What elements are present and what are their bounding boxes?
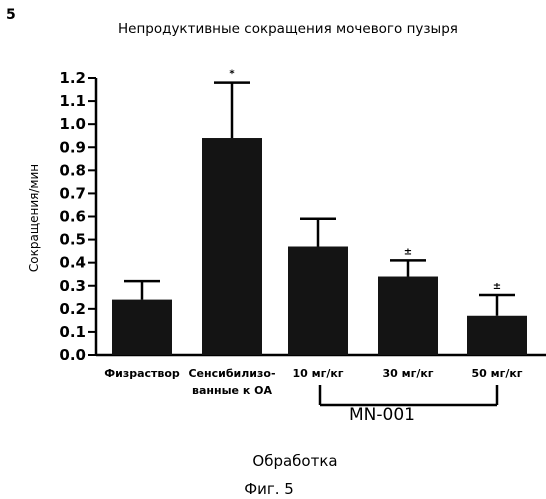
y-tick-label: 0.8 bbox=[59, 161, 86, 179]
y-tick-label: 0.5 bbox=[59, 231, 86, 249]
category-label: 30 мг/кг bbox=[382, 367, 433, 380]
y-tick-label: 0.3 bbox=[59, 277, 86, 295]
y-tick-label: 0.7 bbox=[59, 184, 86, 202]
y-tick-label: 0.0 bbox=[59, 346, 86, 364]
y-tick-label: 0.6 bbox=[59, 208, 86, 226]
y-axis-ticks: 0.0 0.1 0.2 0.3 0.4 0.5 0.6 0.7 0.8 0.9 1.0 1.1 1.2 bbox=[59, 69, 96, 364]
bar bbox=[378, 277, 438, 355]
mn001-bracket bbox=[320, 385, 497, 405]
category-label: 50 мг/кг bbox=[471, 367, 522, 380]
y-tick-label: 0.1 bbox=[59, 323, 86, 341]
y-tick-label: 0.9 bbox=[59, 138, 86, 156]
bar bbox=[112, 300, 172, 355]
category-label: Физраствор bbox=[104, 367, 180, 380]
y-axis-title: Сокращения/мин bbox=[27, 164, 41, 272]
bar bbox=[202, 138, 262, 355]
group-label: MN-001 bbox=[349, 405, 415, 425]
bars-group: * ± ± bbox=[112, 69, 527, 355]
significance-mark: ± bbox=[404, 246, 412, 257]
bar bbox=[467, 316, 527, 355]
x-axis-title: Обработка bbox=[252, 452, 337, 470]
category-label: ванные к ОА bbox=[192, 384, 272, 397]
figure-caption: Фиг. 5 bbox=[244, 480, 294, 498]
significance-mark: ± bbox=[493, 281, 501, 292]
significance-mark: * bbox=[229, 69, 235, 80]
bar bbox=[288, 247, 348, 355]
chart-title: Непродуктивные сокращения мочевого пузыр… bbox=[118, 21, 458, 37]
category-label: 10 мг/кг bbox=[292, 367, 343, 380]
y-tick-label: 0.4 bbox=[59, 254, 86, 272]
figure-number: 5 bbox=[6, 7, 16, 23]
y-tick-label: 0.2 bbox=[59, 300, 86, 318]
category-labels: Физраствор Сенсибилизо-ванные к ОА 10 мг/к… bbox=[104, 367, 523, 397]
y-tick-label: 1.0 bbox=[59, 115, 86, 133]
category-label: Сенсибилизо- bbox=[188, 367, 275, 380]
y-tick-label: 1.1 bbox=[59, 92, 86, 110]
y-tick-label: 1.2 bbox=[59, 69, 86, 87]
